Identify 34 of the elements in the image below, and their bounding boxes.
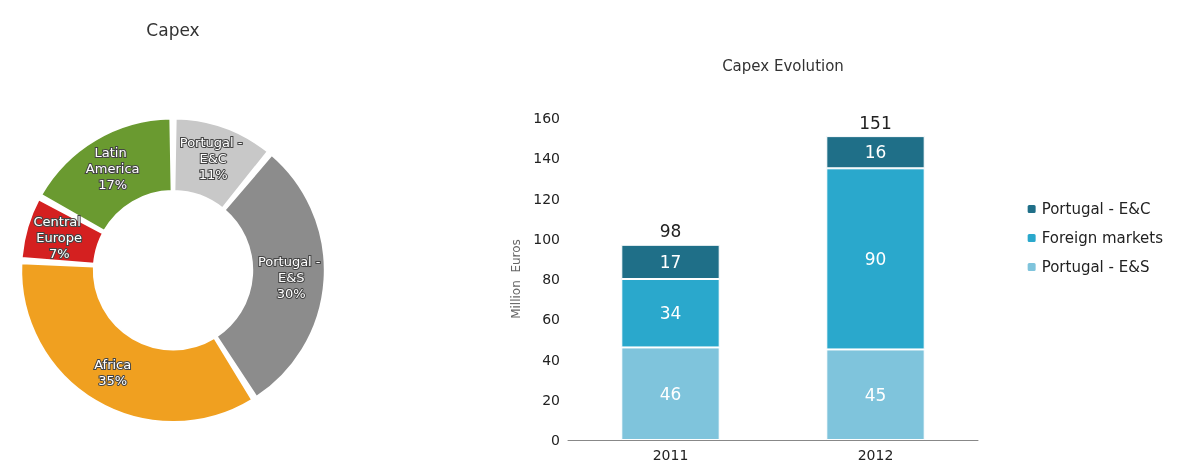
data-label: 30%	[276, 286, 306, 302]
data-label: 7%	[48, 245, 70, 261]
legend-label: Portugal - E&S	[1041, 258, 1150, 276]
slice-label: Africa	[94, 356, 132, 372]
data-label: 11%	[198, 167, 228, 183]
slice-label: Central Europe	[33, 213, 85, 245]
y-tick-label: 20	[542, 391, 560, 408]
data-label: 35%	[98, 372, 128, 388]
y-tick-label: 80	[542, 271, 560, 287]
y-tick-label: 120	[533, 190, 560, 207]
slice-label: Portugal - E&S	[257, 254, 325, 286]
x-tick-label: 2012	[857, 447, 894, 463]
y-tick-label: 100	[533, 230, 560, 247]
y-axis-title: Million Euros	[509, 239, 524, 319]
data-label: 34	[659, 303, 682, 324]
x-tick-label: 2011	[652, 447, 689, 463]
legend-label: Portugal - E&C	[1041, 200, 1151, 218]
data-label: 46	[659, 383, 682, 404]
y-tick-label: 0	[551, 432, 560, 448]
legend-label: Foreign markets	[1041, 229, 1164, 247]
total-label: 151	[859, 112, 892, 133]
data-label: 45	[864, 384, 887, 405]
data-label: 16	[864, 142, 887, 163]
y-tick-label: 60	[542, 311, 560, 328]
data-label: 17	[659, 251, 682, 272]
total-label: 98	[659, 221, 682, 242]
chart-title: Capex Evolution	[722, 56, 844, 75]
y-tick-label: 160	[533, 110, 560, 126]
data-label: 17%	[98, 176, 128, 192]
y-tick-label: 140	[533, 150, 560, 167]
chart-title: Capex	[146, 19, 200, 40]
slice-label: Latin America	[85, 144, 140, 176]
data-label: 90	[864, 248, 887, 269]
y-tick-label: 40	[542, 351, 560, 368]
